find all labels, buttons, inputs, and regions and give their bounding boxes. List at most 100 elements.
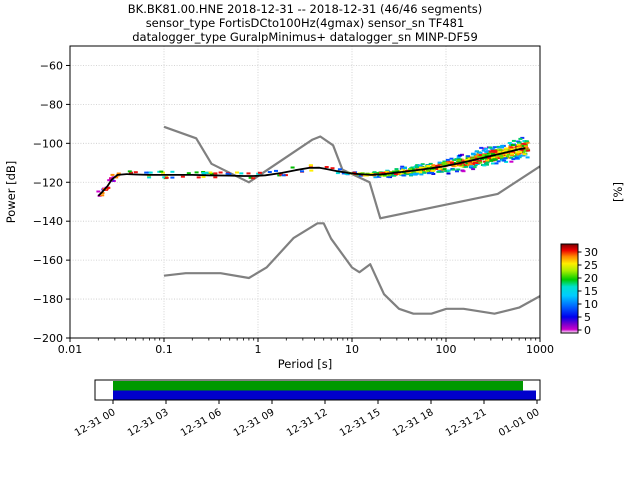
y-axis-label: Power [dB] <box>4 161 18 224</box>
histogram-speckle <box>489 157 494 160</box>
colorbar-tick-label: 20 <box>584 272 598 285</box>
histogram-speckle <box>519 148 524 151</box>
histogram-speckle <box>502 155 506 158</box>
histogram-speckle <box>360 172 365 175</box>
histogram-speckle <box>484 162 489 165</box>
histogram-speckle <box>377 175 382 178</box>
histogram-speckle <box>526 149 531 152</box>
histogram-speckle <box>218 171 223 174</box>
histogram-speckle <box>491 156 496 159</box>
plot-frame <box>69 45 541 339</box>
coverage-used-bar <box>113 381 523 391</box>
histogram-speckle <box>344 172 349 175</box>
histogram-speckle <box>457 163 462 166</box>
histogram-speckle <box>458 154 463 157</box>
histogram-speckle <box>524 147 529 150</box>
histogram-speckle <box>372 171 377 174</box>
histogram-speckle <box>324 166 329 168</box>
histogram-speckle <box>509 146 514 149</box>
histogram-speckle <box>414 167 419 170</box>
x-tick-label: 1 <box>255 343 262 356</box>
histogram-speckle <box>148 171 153 174</box>
plot-title-line1: BK.BK81.00.HNE 2018-12-31 -- 2018-12-31 … <box>128 2 482 16</box>
x-tick-label: 100 <box>436 343 457 356</box>
histogram-speckle <box>382 174 387 177</box>
histogram-speckle <box>180 175 185 178</box>
right-axis-label: [%] <box>611 182 625 202</box>
histogram-speckle <box>442 168 447 171</box>
histogram-speckle <box>471 168 476 171</box>
histogram-speckle <box>431 169 436 172</box>
histogram-speckle <box>479 146 484 149</box>
histogram-speckle <box>484 154 489 157</box>
histogram-speckle <box>127 170 132 173</box>
histogram-speckle <box>341 172 346 175</box>
histogram-speckle <box>465 162 470 165</box>
histogram-speckle <box>484 150 489 153</box>
histogram-speckle <box>515 152 520 155</box>
histogram-speckle <box>100 194 105 197</box>
histogram-speckle <box>396 172 401 175</box>
histogram-speckle <box>408 168 412 171</box>
histogram-speckle <box>417 164 422 167</box>
histogram-speckle <box>431 164 436 167</box>
histogram-speckle <box>437 167 442 170</box>
x-tick-label: 0.1 <box>155 343 173 356</box>
histogram-speckle <box>450 161 454 164</box>
histogram-speckle <box>425 169 430 171</box>
histogram-speckles-group <box>96 136 531 197</box>
histogram-speckle <box>419 173 424 176</box>
histogram-speckle <box>498 146 503 149</box>
histogram-speckle <box>114 176 119 179</box>
colorbar-tick-label: 15 <box>584 285 598 298</box>
histogram-speckle <box>204 171 209 174</box>
histogram-speckle <box>116 172 121 175</box>
histogram-speckle <box>510 148 515 151</box>
histogram-speckle <box>516 146 521 149</box>
histogram-speckle <box>144 171 149 174</box>
histogram-speckle <box>104 187 109 190</box>
histogram-speckle <box>164 176 169 179</box>
histogram-speckle <box>465 164 470 167</box>
histogram-speckle <box>474 155 479 158</box>
histogram-speckle <box>201 175 206 178</box>
histogram-speckle <box>201 172 206 174</box>
histogram-speckle <box>110 173 115 176</box>
histogram-speckle <box>410 168 415 171</box>
histogram-speckle <box>399 173 404 176</box>
histogram-speckle <box>161 171 165 174</box>
histogram-speckle <box>500 144 505 147</box>
histogram-speckle <box>416 172 421 175</box>
histogram-speckle <box>246 172 251 175</box>
histogram-speckle <box>465 158 470 161</box>
x-tick-label: 0.01 <box>58 343 83 356</box>
histogram-speckle <box>454 158 459 161</box>
histogram-speckle <box>442 163 447 166</box>
time-coverage-group: 12-31 00 12-31 03 12-31 06 12-31 09 12-31 12… <box>73 379 542 439</box>
histogram-speckle <box>524 140 529 143</box>
histogram-speckle <box>467 157 472 160</box>
histogram-speckle <box>514 156 519 159</box>
histogram-speckle <box>358 174 363 177</box>
histogram-speckle <box>517 141 521 144</box>
y-tick-label: −180 <box>33 293 63 306</box>
colorbar-tick-label: 5 <box>584 311 591 324</box>
histogram-speckle <box>486 152 491 155</box>
histogram-speckle <box>468 164 473 167</box>
histogram-speckle <box>494 162 499 165</box>
histogram-speckle <box>387 174 392 177</box>
histogram-speckle <box>439 170 444 173</box>
histogram-speckle <box>520 142 525 145</box>
histogram-speckle <box>517 145 522 148</box>
time-tick-label: 12-31 18 <box>391 407 435 439</box>
histogram-speckle <box>503 157 508 160</box>
histogram-speckle <box>472 166 477 169</box>
histogram-speckle <box>493 149 497 152</box>
histogram-speckle <box>208 171 213 174</box>
histogram-speckle <box>509 160 514 163</box>
histogram-speckle <box>281 174 286 177</box>
histogram-speckle <box>96 190 101 193</box>
x-axis-label: Period [s] <box>278 357 332 371</box>
histogram-speckle <box>456 157 461 160</box>
